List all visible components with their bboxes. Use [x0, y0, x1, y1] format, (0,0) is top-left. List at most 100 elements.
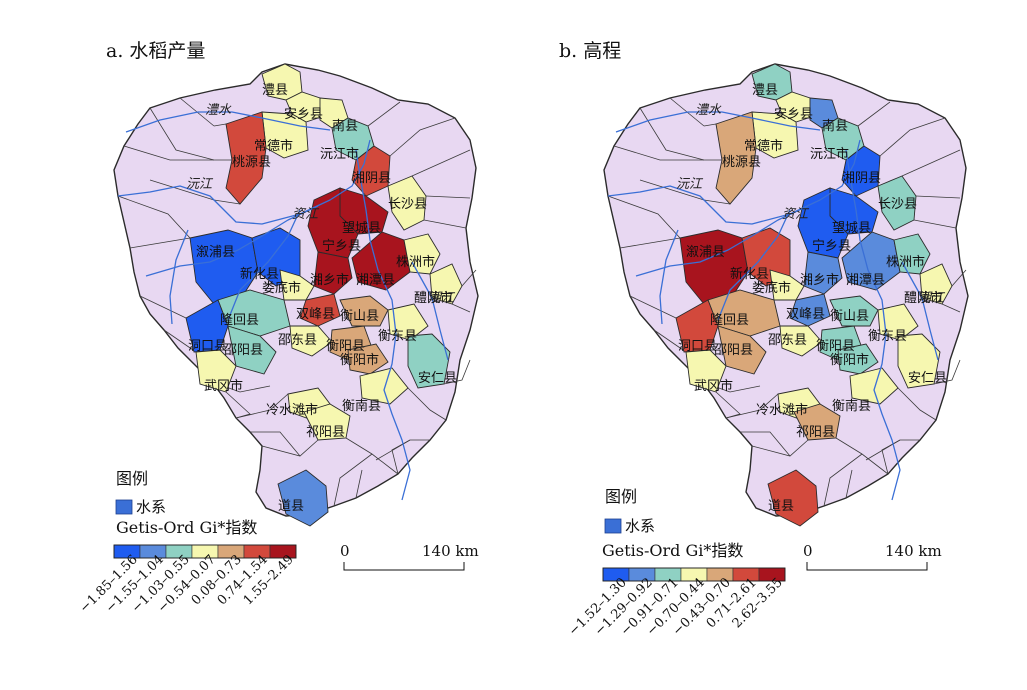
county-长沙县[interactable] — [387, 175, 427, 231]
county-boundary — [423, 219, 467, 229]
county-boundary — [715, 391, 741, 419]
river-line — [355, 149, 411, 501]
county-洞口县[interactable] — [675, 299, 719, 353]
county-label: 沅江市 — [810, 146, 849, 162]
county-label: 道县 — [768, 499, 794, 514]
county-衡阳市[interactable] — [347, 343, 389, 375]
county-双峰县[interactable] — [299, 293, 341, 327]
county-衡东县[interactable] — [877, 303, 919, 341]
river-label: 澧水 — [695, 103, 722, 118]
county-label: 武冈市 — [694, 378, 733, 394]
county-label: 株洲市 — [886, 254, 925, 270]
river-line — [145, 205, 319, 277]
county-label: 澧县 — [752, 83, 778, 98]
county-安仁县[interactable] — [407, 333, 451, 389]
county-boundary — [951, 269, 967, 287]
county-道县[interactable] — [767, 469, 819, 527]
county-label: 衡山县 — [830, 309, 869, 324]
county-label: 醴陵市 — [904, 290, 943, 306]
county-boundary — [913, 219, 957, 229]
county-邵东县[interactable] — [289, 325, 333, 357]
county-祁阳县[interactable] — [793, 403, 841, 441]
county-label: 宁乡县 — [322, 238, 361, 254]
county-娄底市[interactable] — [769, 269, 805, 301]
county-label: 安仁县 — [418, 371, 457, 386]
county-boundary — [607, 195, 681, 239]
county-洞口县[interactable] — [185, 299, 229, 353]
county-衡山县[interactable] — [829, 295, 879, 327]
county-衡山县[interactable] — [339, 295, 389, 327]
county-label: 新化县 — [240, 266, 279, 282]
county-湘乡市[interactable] — [313, 251, 353, 295]
county-label: 衡山县 — [340, 309, 379, 324]
county-武冈市[interactable] — [685, 349, 727, 393]
county-宁乡县[interactable] — [797, 187, 849, 259]
legend-title: 图例 — [605, 487, 637, 506]
county-label: 道县 — [278, 499, 304, 514]
county-label: 衡阳市 — [830, 352, 869, 368]
county-道县[interactable] — [277, 469, 329, 527]
county-邵阳县[interactable] — [717, 325, 767, 375]
county-label: 邵阳县 — [224, 343, 263, 358]
county-label: 洞口县 — [188, 339, 227, 354]
county-醴陵市[interactable] — [429, 263, 463, 305]
index-label: Getis-Ord Gi*指数 — [602, 541, 743, 560]
river-line — [845, 149, 901, 501]
river-line — [635, 205, 809, 277]
county-boundary — [740, 431, 791, 457]
county-label: 洞口县 — [678, 339, 717, 354]
river-line — [169, 229, 189, 325]
county-label: 武冈市 — [204, 378, 243, 394]
county-boundary — [915, 195, 961, 199]
county-boundary — [897, 387, 937, 421]
county-祁阳县[interactable] — [303, 403, 351, 441]
scale-zero: 0 — [340, 542, 350, 560]
county-邵东县[interactable] — [779, 325, 823, 357]
county-label: 长沙县 — [878, 197, 917, 212]
county-label: 安乡县 — [774, 107, 813, 122]
county-boundary — [879, 117, 946, 157]
panel-title: b. 高程 — [559, 40, 622, 62]
river-label: 资江 — [782, 207, 810, 222]
county-boundary — [213, 123, 227, 127]
county-衡南县[interactable] — [359, 367, 409, 405]
county-邵阳县[interactable] — [227, 325, 277, 375]
county-衡阳市[interactable] — [837, 343, 879, 375]
county-label: 隆回县 — [220, 313, 259, 328]
county-label: 望城县 — [342, 220, 381, 236]
county-boundary — [443, 359, 471, 385]
county-label: 宁乡县 — [812, 238, 851, 254]
county-polygons — [675, 63, 953, 527]
county-boundary — [367, 101, 401, 127]
county-label: 南县 — [332, 118, 358, 134]
county-武冈市[interactable] — [195, 349, 237, 393]
county-宁乡县[interactable] — [307, 187, 359, 259]
county-label: 湘乡市 — [800, 272, 839, 288]
county-衡东县[interactable] — [387, 303, 429, 341]
scale-zero: 0 — [803, 542, 813, 560]
county-label: 娄底市 — [262, 280, 301, 296]
county-双峰县[interactable] — [789, 293, 831, 327]
county-label: 娄底市 — [752, 280, 791, 296]
county-醴陵市[interactable] — [919, 263, 953, 305]
county-衡南县[interactable] — [849, 367, 899, 405]
county-boundary — [933, 359, 961, 385]
county-boundaries — [607, 97, 967, 515]
county-长沙县[interactable] — [877, 175, 917, 231]
legend-ramp-frame — [602, 567, 786, 582]
county-boundary — [845, 469, 853, 499]
rivers — [117, 111, 449, 501]
county-label: 衡东县 — [378, 329, 417, 344]
county-label: 沅江市 — [320, 146, 359, 162]
county-boundary — [881, 439, 901, 475]
county-label: 湘阴县 — [842, 171, 881, 186]
county-label: 南县 — [822, 118, 848, 134]
county-湘乡市[interactable] — [803, 251, 843, 295]
county-娄底市[interactable] — [279, 269, 315, 301]
county-安仁县[interactable] — [897, 333, 941, 389]
county-boundary — [250, 431, 301, 457]
river-line — [615, 111, 821, 133]
river-label: 沅江 — [186, 177, 214, 192]
